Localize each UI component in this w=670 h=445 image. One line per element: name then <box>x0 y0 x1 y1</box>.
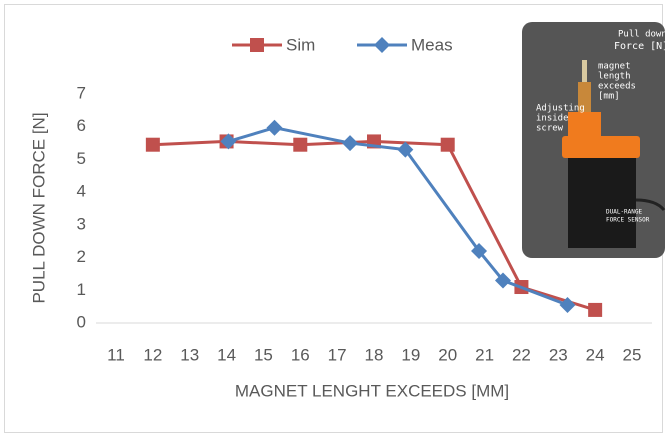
x-tick-label: 24 <box>586 345 605 364</box>
data-point <box>495 272 511 289</box>
y-tick-label: 3 <box>77 214 86 233</box>
photo-annotation: length <box>598 72 631 82</box>
data-point <box>293 137 308 152</box>
legend-label: Sim <box>286 35 315 54</box>
screw-housing <box>568 112 601 138</box>
data-point <box>397 141 414 158</box>
y-tick-label: 7 <box>77 83 86 102</box>
x-tick-label: 15 <box>254 345 273 364</box>
x-tick-label: 12 <box>143 345 162 364</box>
x-tick-label: 16 <box>291 345 310 364</box>
y-tick-label: 5 <box>77 149 86 168</box>
x-tick-label: 18 <box>365 345 384 364</box>
x-tick-label: 11 <box>107 345 125 364</box>
photo-annotation: inside <box>536 114 569 124</box>
magnet <box>582 60 587 82</box>
x-tick-label: 23 <box>549 345 568 364</box>
y-tick-label: 1 <box>77 280 86 299</box>
legend-label: Meas <box>411 35 453 54</box>
x-tick-label: 14 <box>217 345 236 364</box>
x-tick-label: 22 <box>512 345 531 364</box>
x-tick-label: 13 <box>180 345 199 364</box>
data-point <box>471 243 488 260</box>
data-point <box>266 119 283 136</box>
photo-annotation: Adjusting <box>536 104 585 114</box>
y-tick-label: 6 <box>77 116 86 135</box>
x-tick-label: 21 <box>475 345 494 364</box>
data-point <box>559 297 576 314</box>
data-point <box>220 133 237 150</box>
data-point <box>588 302 603 317</box>
y-axis-label: PULL DOWN FORCE [N] <box>29 112 48 303</box>
photo-annotation: Force [N] <box>614 41 668 52</box>
photo-annotation: Pull down <box>618 30 667 40</box>
data-point <box>342 135 359 152</box>
photo-annotation: exceeds <box>598 82 636 92</box>
legend-marker <box>374 37 390 53</box>
y-tick-label: 0 <box>77 312 86 331</box>
orange-cap <box>562 136 640 158</box>
data-point <box>145 137 160 152</box>
data-point <box>440 137 455 152</box>
photo-annotation: screw <box>536 124 564 134</box>
sensor-body <box>568 158 636 248</box>
x-tick-label: 25 <box>623 345 642 364</box>
photo-annotation: DUAL-RANGE <box>606 209 643 216</box>
y-tick-label: 4 <box>77 182 86 201</box>
rod <box>578 82 591 112</box>
x-axis-label: MAGNET LENGHT EXCEEDS [MM] <box>235 381 509 400</box>
inset-photo <box>522 22 666 258</box>
y-tick-label: 2 <box>77 247 86 266</box>
photo-annotation: magnet <box>598 62 631 72</box>
cable <box>635 198 666 212</box>
x-tick-label: 20 <box>438 345 457 364</box>
x-tick-label: 17 <box>328 345 347 364</box>
x-tick-label: 19 <box>401 345 420 364</box>
photo-annotation: [mm] <box>598 92 620 102</box>
legend-marker <box>250 38 264 52</box>
photo-annotation: FORCE SENSOR <box>606 217 650 224</box>
